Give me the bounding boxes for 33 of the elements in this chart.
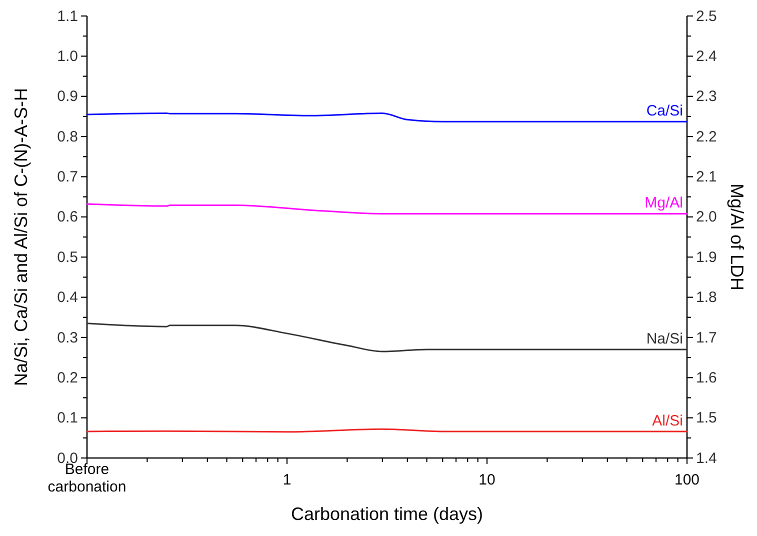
y2-tick-label: 2.2 [696, 128, 717, 146]
y2-tick-label: 1.7 [696, 329, 717, 346]
series-label: Al/Si [652, 412, 683, 430]
y-tick-label: 0.6 [57, 208, 78, 226]
y-tick-label: 1.1 [57, 8, 78, 25]
y2-tick-label: 2.5 [696, 8, 717, 25]
y-tick-label: 1.0 [57, 48, 78, 65]
y2-tick-label: 2.1 [696, 168, 717, 186]
y-tick-label: 0.4 [57, 289, 78, 306]
y-tick-label: 0.8 [57, 128, 78, 146]
series-label: Na/Si [646, 330, 683, 348]
y2-axis-title: Mg/Al of LDH [727, 183, 747, 291]
y2-tick-label: 1.6 [696, 369, 717, 386]
y2-tick-label: 2.4 [696, 48, 717, 65]
y2-tick-label: 2.3 [696, 88, 717, 106]
y-tick-label: 0.3 [57, 329, 78, 346]
series-label: Mg/Al [644, 194, 683, 212]
x-tick-label: 1 [282, 472, 292, 489]
y-tick-label: 0.5 [57, 248, 78, 266]
y2-tick-label: 2.0 [696, 208, 717, 226]
x-tick-label: 100 [674, 472, 700, 489]
y-tick-label: 0.9 [57, 88, 78, 106]
series-label: Ca/Si [646, 102, 683, 120]
y2-tick-label: 1.9 [696, 248, 717, 266]
x-tick-label: 10 [478, 472, 496, 489]
y2-tick-label: 1.4 [696, 450, 717, 467]
y2-tick-label: 1.5 [696, 410, 717, 427]
y-tick-label: 0.1 [57, 410, 78, 427]
y2-tick-label: 1.8 [696, 289, 717, 306]
y-tick-label: 0.2 [57, 369, 78, 386]
x-axis-title: Carbonation time (days) [290, 504, 484, 524]
y-tick-label: 0.7 [57, 168, 78, 186]
y-axis-title: Na/Si, Ca/Si and Al/Si of C-(N)-A-S-H [11, 88, 31, 386]
